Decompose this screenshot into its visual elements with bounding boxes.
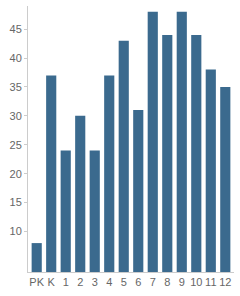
svg-text:40: 40 bbox=[10, 52, 22, 64]
svg-text:45: 45 bbox=[10, 23, 22, 35]
svg-text:9: 9 bbox=[179, 276, 185, 288]
svg-text:11: 11 bbox=[205, 276, 216, 288]
svg-text:6: 6 bbox=[135, 276, 141, 288]
svg-text:10: 10 bbox=[190, 276, 202, 288]
svg-text:35: 35 bbox=[10, 81, 22, 93]
svg-text:30: 30 bbox=[10, 110, 22, 122]
svg-text:5: 5 bbox=[121, 276, 127, 288]
svg-text:3: 3 bbox=[92, 276, 98, 288]
svg-text:1: 1 bbox=[63, 276, 69, 288]
svg-text:K: K bbox=[48, 276, 56, 288]
svg-text:15: 15 bbox=[10, 196, 22, 208]
svg-text:20: 20 bbox=[10, 168, 22, 180]
svg-text:12: 12 bbox=[219, 276, 231, 288]
svg-text:PK: PK bbox=[29, 276, 44, 288]
svg-text:8: 8 bbox=[164, 276, 170, 288]
svg-text:7: 7 bbox=[150, 276, 156, 288]
svg-text:10: 10 bbox=[10, 225, 22, 237]
svg-text:2: 2 bbox=[77, 276, 83, 288]
svg-text:25: 25 bbox=[10, 139, 22, 151]
svg-text:4: 4 bbox=[106, 276, 112, 288]
